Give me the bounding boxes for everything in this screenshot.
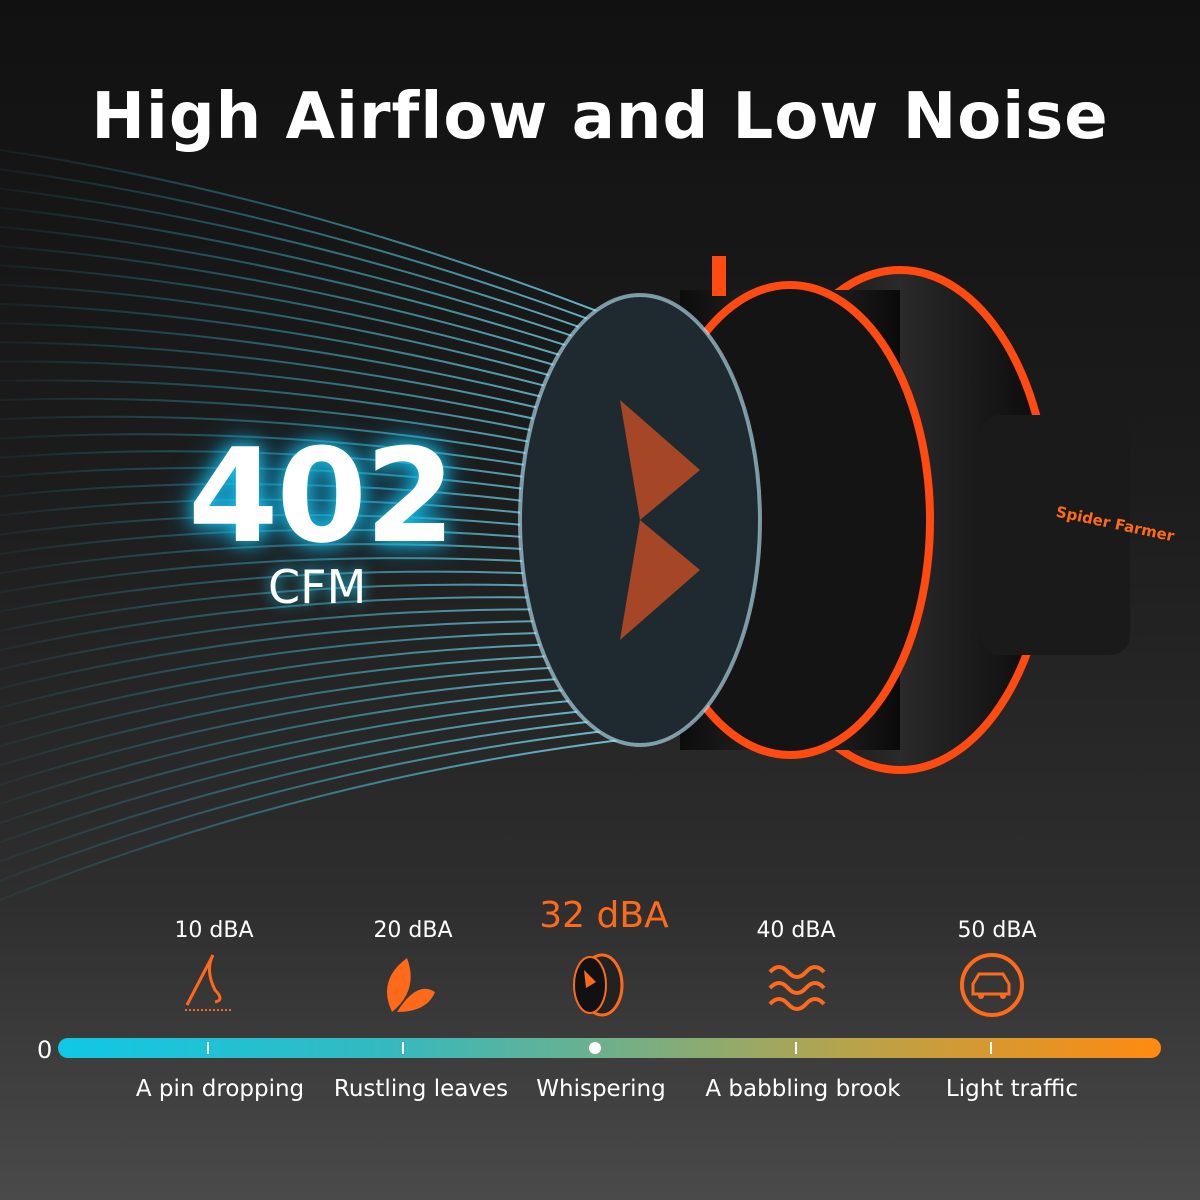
airflow-streak (0, 360, 621, 440)
airflow-streak (0, 187, 621, 343)
airflow-value: 402 (188, 420, 455, 572)
scale-tick (990, 1042, 992, 1054)
page-title: High Airflow and Low Noise (91, 80, 1109, 154)
airflow-streak (0, 695, 621, 825)
needle-icon (185, 954, 233, 1011)
airflow-streak (0, 283, 621, 397)
level-label-highlight: 32 dBA (539, 895, 669, 936)
noise-scale-bar (58, 1038, 1161, 1058)
level-description: A pin dropping (135, 1076, 305, 1102)
airflow-streak (0, 663, 621, 767)
airflow-streak (0, 706, 621, 844)
level-label: 50 dBA (957, 918, 1037, 943)
airflow-streak (0, 264, 621, 386)
airflow-streak (0, 739, 621, 901)
level-description: Whispering (536, 1076, 666, 1102)
airflow-streak (0, 631, 621, 709)
airflow-streak (0, 685, 621, 805)
level-description: Light traffic (945, 1076, 1079, 1102)
airflow-streak (0, 341, 621, 429)
airflow-streak (0, 168, 621, 332)
car-icon (960, 953, 1024, 1017)
scale-tick (402, 1042, 404, 1054)
airflow-streak (0, 620, 621, 690)
scale-tick (795, 1042, 797, 1054)
airflow-streak (0, 608, 621, 671)
airflow-streak (0, 728, 621, 882)
level-description: A babbling brook (705, 1076, 901, 1102)
airflow-streak (0, 225, 621, 365)
airflow-streak (0, 206, 621, 354)
fan-icon (573, 953, 624, 1017)
level-label: 40 dBA (756, 918, 836, 943)
scale-tick (207, 1042, 209, 1054)
airflow-unit: CFM (268, 560, 367, 614)
airflow-streak (0, 717, 621, 863)
airflow-streak (0, 674, 621, 786)
scale-zero: 0 (37, 1036, 53, 1064)
airflow-streak (0, 642, 621, 728)
airflow-streak (0, 149, 621, 321)
airflow-streak (0, 322, 621, 418)
airflow-streak (0, 652, 621, 748)
airflow-streak (0, 302, 621, 408)
level-label: 20 dBA (373, 918, 453, 943)
inline-fan (518, 256, 1130, 774)
level-description: Rustling leaves (333, 1076, 509, 1102)
waves-icon (768, 965, 826, 1011)
scale-marker-current (589, 1042, 601, 1054)
airflow-streak (0, 245, 621, 375)
leaf-icon (387, 958, 435, 1012)
level-label: 10 dBA (174, 918, 254, 943)
